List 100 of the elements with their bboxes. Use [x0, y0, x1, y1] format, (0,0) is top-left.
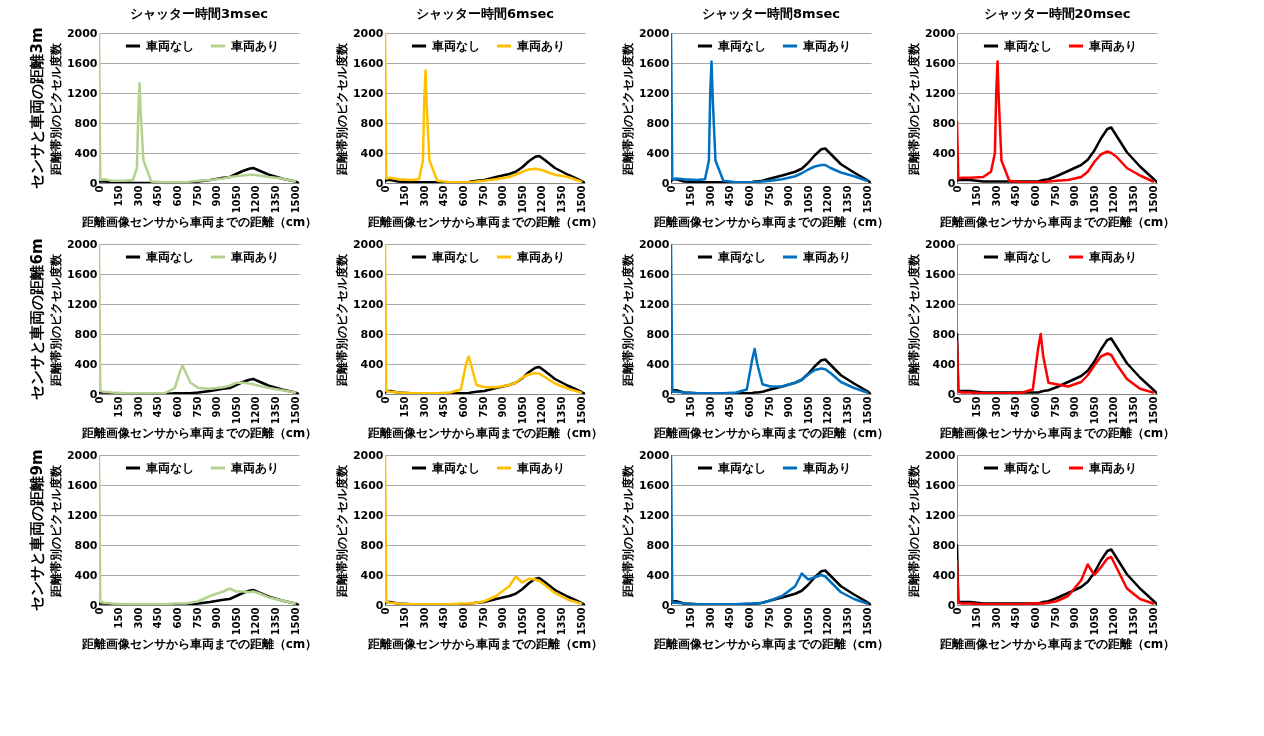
x-tick-label: 300	[990, 185, 1002, 207]
x-tick-label: 1200	[536, 607, 548, 636]
x-tick-label: 600	[171, 396, 183, 418]
y-tick-label: 2000	[66, 448, 98, 462]
x-tick-label: 900	[497, 185, 509, 207]
x-tick-label: 1500	[861, 607, 873, 636]
y-tick-label: 400	[932, 357, 956, 371]
x-tick-label: 600	[457, 185, 469, 207]
y-tick-label: 1600	[924, 478, 956, 492]
y-axis-title: 距離帯別のピクセル度数	[906, 252, 921, 387]
legend-label: 車両あり	[230, 461, 279, 475]
x-tick-label: 1050	[1088, 607, 1100, 636]
legend-label: 車両なし	[431, 250, 480, 264]
x-tick-label: 450	[152, 396, 164, 418]
x-tick-label: 450	[152, 185, 164, 207]
x-tick-label: 150	[685, 607, 697, 629]
x-tick-label: 900	[783, 185, 795, 207]
x-tick-label: 900	[1069, 396, 1081, 418]
x-tick-label: 1200	[250, 396, 262, 425]
x-tick-label: 1050	[802, 607, 814, 636]
y-tick-label: 1200	[924, 297, 956, 311]
text: センサと車両の距離9m	[28, 449, 46, 611]
y-axis-title: 距離帯別のピクセル度数	[48, 463, 63, 598]
legend-label: 車両なし	[145, 461, 194, 475]
y-tick-label: 1200	[352, 508, 384, 522]
x-tick-label: 750	[1049, 396, 1061, 418]
x-axis-title: 距離画像センサから車両までの距離（cm）	[80, 426, 318, 441]
x-tick-label: 450	[1010, 396, 1022, 418]
y-tick-label: 400	[932, 568, 956, 582]
y-tick-label: 2000	[638, 448, 670, 462]
y-tick-label: 800	[74, 538, 98, 552]
x-tick-label: 150	[971, 607, 983, 629]
y-axis-title: 距離帯別のピクセル度数	[334, 252, 349, 387]
legend-label: 車両あり	[516, 39, 565, 53]
x-tick-label: 300	[132, 396, 144, 418]
y-tick-label: 1200	[924, 86, 956, 100]
x-axis-title: 距離画像センサから車両までの距離（cm）	[366, 426, 604, 441]
y-tick-label: 400	[646, 568, 670, 582]
x-tick-label: 750	[1049, 607, 1061, 629]
x-tick-label: 750	[763, 607, 775, 629]
x-tick-label: 1350	[555, 185, 567, 214]
legend-label: 車両あり	[1088, 39, 1137, 53]
x-tick-label: 1350	[1127, 607, 1139, 636]
x-axis-title: 距離画像センサから車両までの距離（cm）	[652, 637, 890, 652]
x-tick-label: 900	[211, 185, 223, 207]
x-tick-label: 1200	[1108, 396, 1120, 425]
legend-label: 車両なし	[1003, 461, 1052, 475]
x-tick-label: 750	[191, 607, 203, 629]
y-tick-label: 2000	[352, 26, 384, 40]
y-tick-label: 800	[360, 538, 384, 552]
y-tick-label: 1600	[924, 56, 956, 70]
y-tick-label: 800	[360, 116, 384, 130]
x-tick-label: 900	[211, 396, 223, 418]
x-tick-label: 300	[132, 607, 144, 629]
y-tick-label: 400	[646, 357, 670, 371]
y-tick-label: 1200	[638, 86, 670, 100]
y-tick-label: 400	[74, 146, 98, 160]
x-tick-label: 1500	[1147, 396, 1159, 425]
x-tick-label: 150	[113, 607, 125, 629]
x-tick-label: 150	[685, 185, 697, 207]
x-tick-label: 1500	[1147, 185, 1159, 214]
y-tick-label: 400	[74, 357, 98, 371]
y-tick-label: 800	[932, 538, 956, 552]
x-tick-label: 1350	[1127, 185, 1139, 214]
legend-label: 車両なし	[431, 39, 480, 53]
x-tick-label: 600	[1029, 607, 1041, 629]
x-tick-label: 750	[763, 185, 775, 207]
x-axis-title: 距離画像センサから車両までの距離（cm）	[366, 637, 604, 652]
x-tick-label: 600	[743, 607, 755, 629]
legend-label: 車両なし	[1003, 250, 1052, 264]
x-tick-label: 1350	[555, 607, 567, 636]
chart-title: シャッター時間8msec	[702, 6, 840, 21]
legend-label: 車両あり	[802, 39, 851, 53]
x-tick-label: 900	[497, 396, 509, 418]
x-tick-label: 300	[704, 185, 716, 207]
x-tick-label: 750	[477, 607, 489, 629]
y-tick-label: 800	[646, 327, 670, 341]
x-tick-label: 1500	[575, 185, 587, 214]
y-tick-label: 1600	[638, 478, 670, 492]
y-axis-title: 距離帯別のピクセル度数	[334, 41, 349, 176]
y-tick-label: 800	[646, 538, 670, 552]
y-axis-title: 距離帯別のピクセル度数	[906, 41, 921, 176]
x-axis-title: 距離画像センサから車両までの距離（cm）	[652, 215, 890, 230]
y-tick-label: 2000	[66, 26, 98, 40]
x-tick-label: 900	[211, 607, 223, 629]
x-tick-label: 1350	[269, 185, 281, 214]
x-tick-label: 1050	[802, 396, 814, 425]
x-tick-label: 1500	[289, 607, 301, 636]
y-tick-label: 1200	[66, 86, 98, 100]
text: センサと車両の距離3m	[28, 27, 46, 189]
y-tick-label: 2000	[638, 26, 670, 40]
x-tick-label: 150	[685, 396, 697, 418]
legend-label: 車両あり	[516, 461, 565, 475]
y-tick-label: 1200	[352, 297, 384, 311]
legend-label: 車両あり	[802, 250, 851, 264]
x-tick-label: 900	[1069, 185, 1081, 207]
x-tick-label: 300	[990, 607, 1002, 629]
x-tick-label: 1500	[861, 396, 873, 425]
x-tick-label: 1050	[230, 185, 242, 214]
x-tick-label: 150	[113, 185, 125, 207]
